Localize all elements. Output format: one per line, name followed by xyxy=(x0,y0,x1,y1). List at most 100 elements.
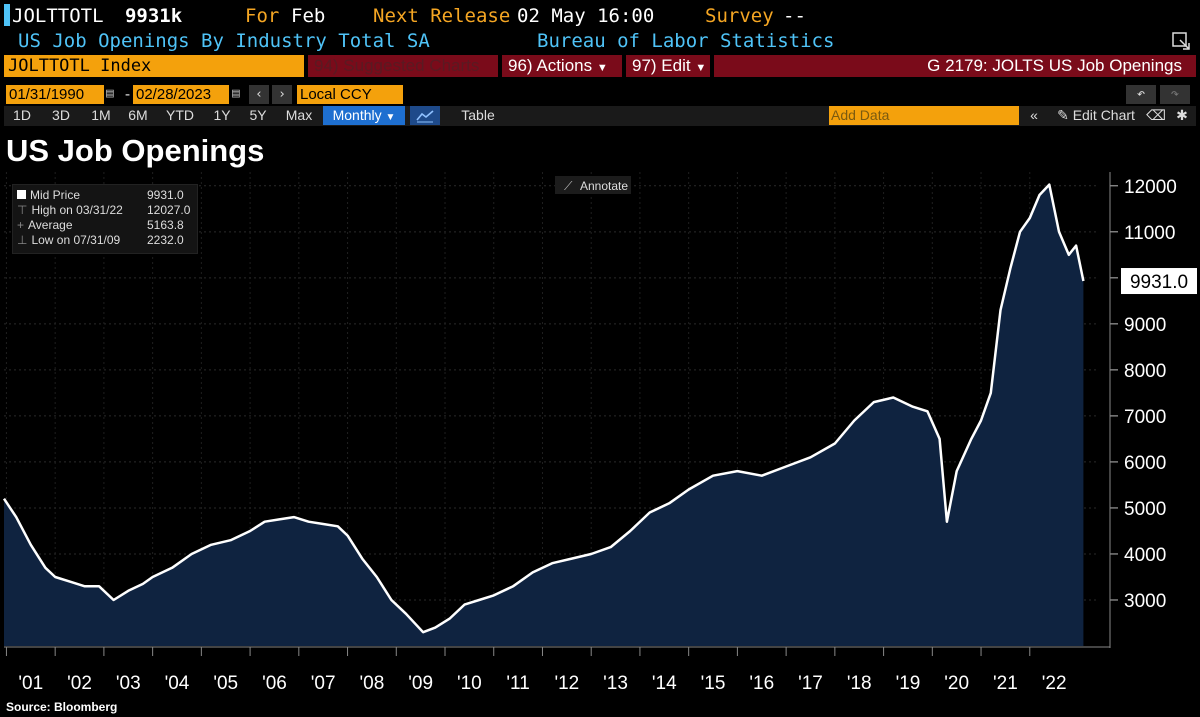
ticker: JOLTTOTL xyxy=(12,5,104,27)
x-tick-label: '05 xyxy=(213,673,238,694)
collapse-icon[interactable]: « xyxy=(1030,107,1038,123)
plot-area xyxy=(2,183,1085,646)
redo-icon[interactable]: ↷ xyxy=(1160,85,1190,104)
x-tick-label: '21 xyxy=(993,673,1018,694)
footer-source: Source: Bloomberg xyxy=(6,700,117,714)
survey-label: Survey xyxy=(705,5,774,27)
x-tick-label: '01 xyxy=(18,673,43,694)
calendar-icon[interactable]: ▤ xyxy=(232,86,240,101)
currency-select[interactable]: Local CCY xyxy=(297,85,403,104)
periodicity-label: Monthly xyxy=(332,107,382,123)
edit-menu[interactable]: 97) Edit ▼ xyxy=(626,55,710,77)
x-tick-label: '09 xyxy=(408,673,433,694)
gear-icon[interactable]: ✱ xyxy=(1176,107,1188,123)
low-label: Low on 07/31/09 xyxy=(31,233,121,247)
edit-tools-icon[interactable]: ⌫ xyxy=(1146,107,1166,123)
y-tick-label: 4000 xyxy=(1124,545,1166,566)
x-tick-label: '12 xyxy=(554,673,579,694)
high-row: ⊤ High on 03/31/22 xyxy=(17,203,123,218)
edit-chart-label: Edit Chart xyxy=(1072,107,1135,123)
series-line xyxy=(2,183,1085,634)
range-6m[interactable]: 6M xyxy=(128,107,148,123)
popout-icon[interactable] xyxy=(1172,32,1190,50)
range-1m[interactable]: 1M xyxy=(91,107,111,123)
average-row: + Average xyxy=(17,218,73,233)
x-tick-label: '16 xyxy=(749,673,774,694)
x-axis: '01 '02 '03 '04 '05 '06 '07 '08 '09 '10 '11 '12 '13 '… xyxy=(4,646,1110,694)
source-org: Bureau of Labor Statistics xyxy=(537,30,835,52)
periodicity-select[interactable]: Monthly ▼ xyxy=(323,106,405,125)
undo-icon[interactable]: ↶ xyxy=(1126,85,1156,104)
security-field[interactable]: JOLTTOTL Index xyxy=(4,55,304,77)
x-tick-label: '08 xyxy=(360,673,385,694)
prev-period-button[interactable]: ‹ xyxy=(249,85,269,104)
y-tick-label: 8000 xyxy=(1124,361,1166,382)
range-5y[interactable]: 5Y xyxy=(249,107,267,123)
range-1d[interactable]: 1D xyxy=(13,107,31,123)
annotate-button[interactable] xyxy=(555,176,631,194)
suggested-charts-button[interactable]: 94) Suggested Charts xyxy=(308,55,498,77)
y-axis: 3000400050006000700080009000100001100012… xyxy=(1109,172,1197,648)
last-value: 9931k xyxy=(124,5,183,27)
survey-value: -- xyxy=(783,5,806,27)
line-chart-icon[interactable] xyxy=(410,106,440,125)
add-data-placeholder: Add Data xyxy=(831,107,890,123)
x-tick-label: '18 xyxy=(847,673,872,694)
last-value-box xyxy=(1121,268,1197,295)
x-tick-label: '10 xyxy=(457,673,482,694)
x-tick-label: '03 xyxy=(116,673,141,694)
x-tick-label: '15 xyxy=(701,673,726,694)
annotate-icon: ⟋ xyxy=(564,179,573,193)
chevron-down-icon: ▼ xyxy=(596,62,608,74)
x-tick-label: '07 xyxy=(311,673,336,694)
y-tick-label: 12000 xyxy=(1124,177,1177,198)
table-button[interactable]: Table xyxy=(461,107,495,123)
x-tick-label: '20 xyxy=(944,673,969,694)
calendar-icon[interactable]: ▤ xyxy=(106,86,114,101)
end-date-input[interactable]: 02/28/2023 xyxy=(133,85,229,104)
average-label: Average xyxy=(28,218,73,232)
chart-title: US Job Openings xyxy=(6,133,264,168)
series-area xyxy=(4,184,1084,646)
chevron-down-icon: ▼ xyxy=(695,62,707,74)
mid-price-label: Mid Price xyxy=(30,188,81,202)
range-max[interactable]: Max xyxy=(285,107,313,123)
series-description: US Job Openings By Industry Total SA xyxy=(18,30,430,52)
mid-price-row: Mid Price xyxy=(17,188,80,203)
pencil-icon: ✎ xyxy=(1057,107,1069,123)
range-ytd[interactable]: YTD xyxy=(166,107,194,123)
annotate-label: Annotate xyxy=(580,179,628,193)
currency-label: Local CCY xyxy=(300,86,372,103)
add-data-input[interactable]: Add Data xyxy=(829,106,1019,125)
x-tick-label: '13 xyxy=(603,673,628,694)
next-release-value: 02 May 16:00 xyxy=(517,5,655,27)
x-tick-label: '17 xyxy=(798,673,823,694)
last-value-label: 9931.0 xyxy=(1130,272,1188,293)
high-label: High on 03/31/22 xyxy=(31,203,123,217)
y-tick-label: 3000 xyxy=(1124,591,1166,612)
edit-label: 97) Edit xyxy=(632,56,691,75)
low-marker-icon: ⊥ xyxy=(17,233,28,247)
next-period-button[interactable]: › xyxy=(272,85,292,104)
edit-chart-button[interactable]: ✎ Edit Chart xyxy=(1050,106,1142,125)
high-value: 12027.0 xyxy=(147,203,191,217)
chevron-down-icon: ▼ xyxy=(385,112,396,123)
ticker-marker xyxy=(4,4,10,26)
low-row: ⊥ Low on 07/31/09 xyxy=(17,233,120,248)
range-3d[interactable]: 3D xyxy=(52,107,70,123)
y-tick-label: 11000 xyxy=(1124,223,1175,244)
chart-id: G 2179: JOLTS US Job Openings xyxy=(714,55,1196,77)
y-tick-label: 5000 xyxy=(1124,499,1166,520)
x-tick-label: '19 xyxy=(896,673,921,694)
range-1y[interactable]: 1Y xyxy=(213,107,231,123)
for-period: Feb xyxy=(291,5,326,27)
mid-price-swatch xyxy=(17,190,26,199)
average-marker-icon: + xyxy=(17,218,25,232)
actions-menu[interactable]: 96) Actions ▼ xyxy=(502,55,622,77)
y-tick-label: 6000 xyxy=(1124,453,1166,474)
start-date-input[interactable]: 01/31/1990 xyxy=(6,85,104,104)
mid-price-value: 9931.0 xyxy=(147,188,184,202)
actions-label: 96) Actions xyxy=(508,56,593,75)
legend-box: Mid Price 9931.0 ⊤ High on 03/31/22 12027… xyxy=(12,184,198,254)
